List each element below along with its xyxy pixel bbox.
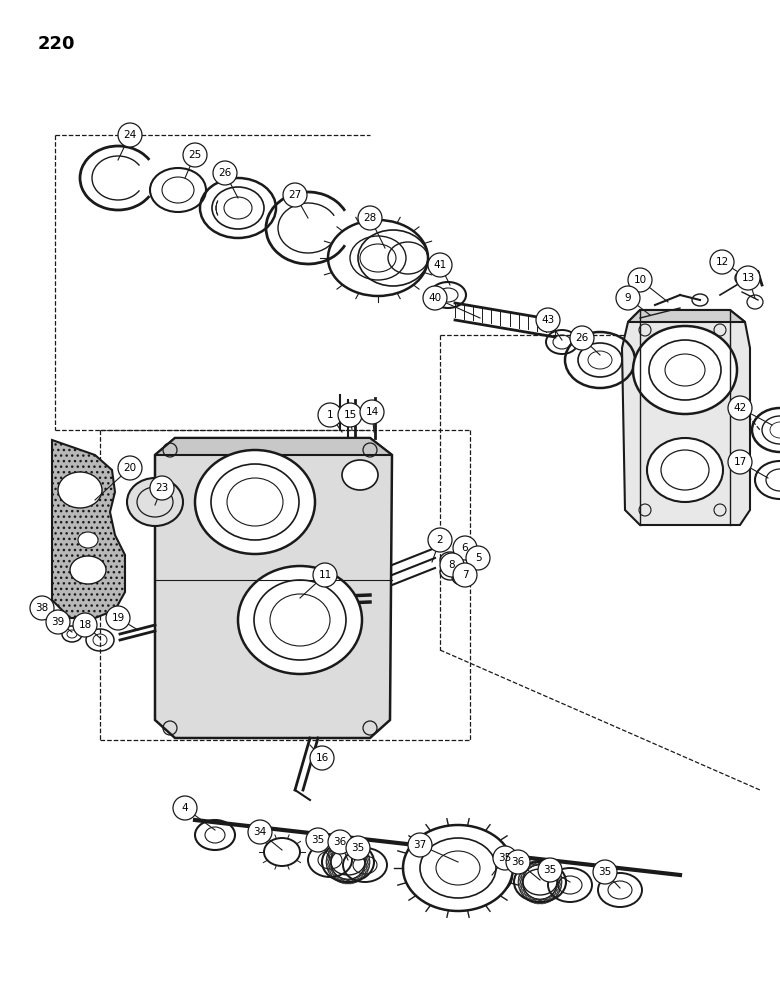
Circle shape <box>306 828 330 852</box>
Text: 35: 35 <box>598 867 612 877</box>
Text: 11: 11 <box>318 570 331 580</box>
Circle shape <box>538 858 562 882</box>
Ellipse shape <box>647 438 723 502</box>
Circle shape <box>423 286 447 310</box>
Circle shape <box>466 546 490 570</box>
Circle shape <box>248 820 272 844</box>
Text: 1: 1 <box>327 410 333 420</box>
Circle shape <box>628 268 652 292</box>
Circle shape <box>318 403 342 427</box>
Ellipse shape <box>70 556 106 584</box>
Polygon shape <box>155 438 392 738</box>
Text: 6: 6 <box>462 543 468 553</box>
Text: 35: 35 <box>311 835 324 845</box>
Circle shape <box>173 796 197 820</box>
Circle shape <box>346 836 370 860</box>
Ellipse shape <box>403 825 513 911</box>
Circle shape <box>338 403 362 427</box>
Circle shape <box>150 476 174 500</box>
Text: 14: 14 <box>365 407 378 417</box>
Text: 220: 220 <box>38 35 76 53</box>
Circle shape <box>710 250 734 274</box>
Circle shape <box>453 536 477 560</box>
Ellipse shape <box>195 450 315 554</box>
Text: 41: 41 <box>434 260 447 270</box>
Text: 34: 34 <box>254 827 267 837</box>
Circle shape <box>358 206 382 230</box>
Text: 24: 24 <box>123 130 136 140</box>
Circle shape <box>593 860 617 884</box>
Text: 39: 39 <box>51 617 65 627</box>
Circle shape <box>328 830 352 854</box>
Text: 27: 27 <box>289 190 302 200</box>
Text: 40: 40 <box>428 293 441 303</box>
Text: 4: 4 <box>182 803 188 813</box>
Text: 20: 20 <box>123 463 136 473</box>
Circle shape <box>440 553 464 577</box>
Text: 36: 36 <box>333 837 346 847</box>
Text: 43: 43 <box>541 315 555 325</box>
Text: 26: 26 <box>576 333 589 343</box>
Text: 9: 9 <box>625 293 631 303</box>
Text: 36: 36 <box>512 857 525 867</box>
Circle shape <box>360 400 384 424</box>
Text: 12: 12 <box>715 257 729 267</box>
Circle shape <box>118 123 142 147</box>
Polygon shape <box>52 440 125 618</box>
Text: 38: 38 <box>35 603 48 613</box>
Text: 5: 5 <box>475 553 481 563</box>
Ellipse shape <box>633 326 737 414</box>
Ellipse shape <box>342 460 378 490</box>
Circle shape <box>453 563 477 587</box>
Circle shape <box>313 563 337 587</box>
Circle shape <box>106 606 130 630</box>
Circle shape <box>616 286 640 310</box>
Circle shape <box>570 326 594 350</box>
Text: 35: 35 <box>498 853 512 863</box>
Circle shape <box>73 613 97 637</box>
Circle shape <box>183 143 207 167</box>
Circle shape <box>428 253 452 277</box>
Polygon shape <box>622 310 750 525</box>
Text: 17: 17 <box>733 457 746 467</box>
Circle shape <box>118 456 142 480</box>
Text: 42: 42 <box>733 403 746 413</box>
Circle shape <box>506 850 530 874</box>
Text: 15: 15 <box>343 410 356 420</box>
Text: 28: 28 <box>363 213 377 223</box>
Text: 26: 26 <box>218 168 232 178</box>
Text: 16: 16 <box>315 753 328 763</box>
Text: 35: 35 <box>351 843 364 853</box>
Text: 25: 25 <box>189 150 201 160</box>
Polygon shape <box>155 438 392 455</box>
Text: 18: 18 <box>78 620 91 630</box>
Ellipse shape <box>127 478 183 526</box>
Text: 2: 2 <box>437 535 443 545</box>
Circle shape <box>736 266 760 290</box>
Text: 13: 13 <box>741 273 754 283</box>
Text: 10: 10 <box>633 275 647 285</box>
Circle shape <box>30 596 54 620</box>
Text: 37: 37 <box>413 840 427 850</box>
Circle shape <box>46 610 70 634</box>
Circle shape <box>493 846 517 870</box>
Text: 8: 8 <box>448 560 456 570</box>
Ellipse shape <box>238 566 362 674</box>
Circle shape <box>428 528 452 552</box>
Circle shape <box>728 396 752 420</box>
Circle shape <box>728 450 752 474</box>
Polygon shape <box>628 310 745 322</box>
Circle shape <box>536 308 560 332</box>
Text: 19: 19 <box>112 613 125 623</box>
Circle shape <box>408 833 432 857</box>
Text: 7: 7 <box>462 570 468 580</box>
Ellipse shape <box>78 532 98 548</box>
Circle shape <box>213 161 237 185</box>
Circle shape <box>283 183 307 207</box>
Circle shape <box>310 746 334 770</box>
Ellipse shape <box>58 472 102 508</box>
Text: 23: 23 <box>155 483 168 493</box>
Text: 35: 35 <box>544 865 557 875</box>
